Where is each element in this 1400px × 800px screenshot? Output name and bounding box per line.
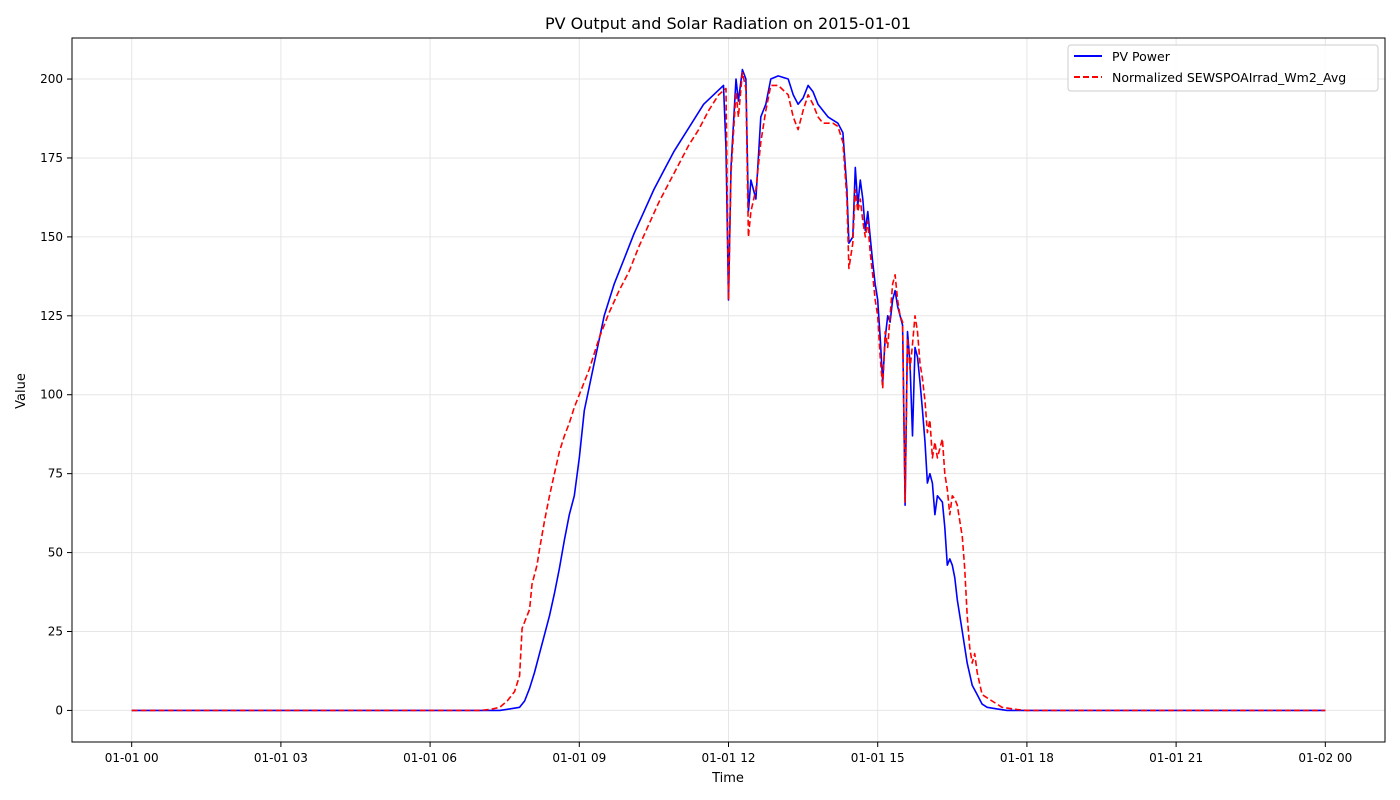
x-tick-label: 01-02 00 [1298, 751, 1352, 765]
x-tick-label: 01-01 06 [403, 751, 457, 765]
chart-title: PV Output and Solar Radiation on 2015-01… [545, 14, 911, 33]
x-axis-ticks: 01-01 00 01-01 03 01-01 06 01-01 09 01-01 12… [105, 742, 1352, 765]
x-tick-label: 01-01 12 [702, 751, 756, 765]
x-tick-label: 01-01 09 [552, 751, 606, 765]
x-tick-label: 01-01 03 [254, 751, 308, 765]
series-line-pv-power [131, 68, 1326, 712]
y-tick-label: 50 [48, 546, 63, 560]
y-tick-label: 175 [40, 151, 63, 165]
y-axis-ticks: 0 25 50 75 100 125 150 175 200 [40, 72, 72, 717]
legend-label-irradiance: Normalized SEWSPOAIrrad_Wm2_Avg [1112, 70, 1346, 85]
x-tick-label: 01-01 15 [851, 751, 905, 765]
legend: PV Power Normalized SEWSPOAIrrad_Wm2_Avg [1067, 44, 1379, 92]
grid [72, 38, 1385, 742]
y-tick-label: 200 [40, 72, 63, 86]
y-tick-label: 150 [40, 230, 63, 244]
y-tick-label: 100 [40, 388, 63, 402]
y-tick-label: 25 [48, 625, 63, 639]
legend-box [1067, 44, 1379, 92]
legend-label-pv-power: PV Power [1112, 49, 1171, 64]
y-axis-label: Value [14, 373, 29, 409]
x-axis-label: Time [711, 771, 744, 786]
y-tick-label: 75 [48, 467, 63, 481]
y-tick-label: 0 [55, 703, 63, 717]
series-layer [131, 68, 1326, 712]
y-tick-label: 125 [40, 309, 63, 323]
x-tick-label: 01-01 00 [105, 751, 159, 765]
x-tick-label: 01-01 21 [1149, 751, 1203, 765]
x-tick-label: 01-01 18 [1000, 751, 1054, 765]
series-line-irradiance [131, 71, 1326, 712]
